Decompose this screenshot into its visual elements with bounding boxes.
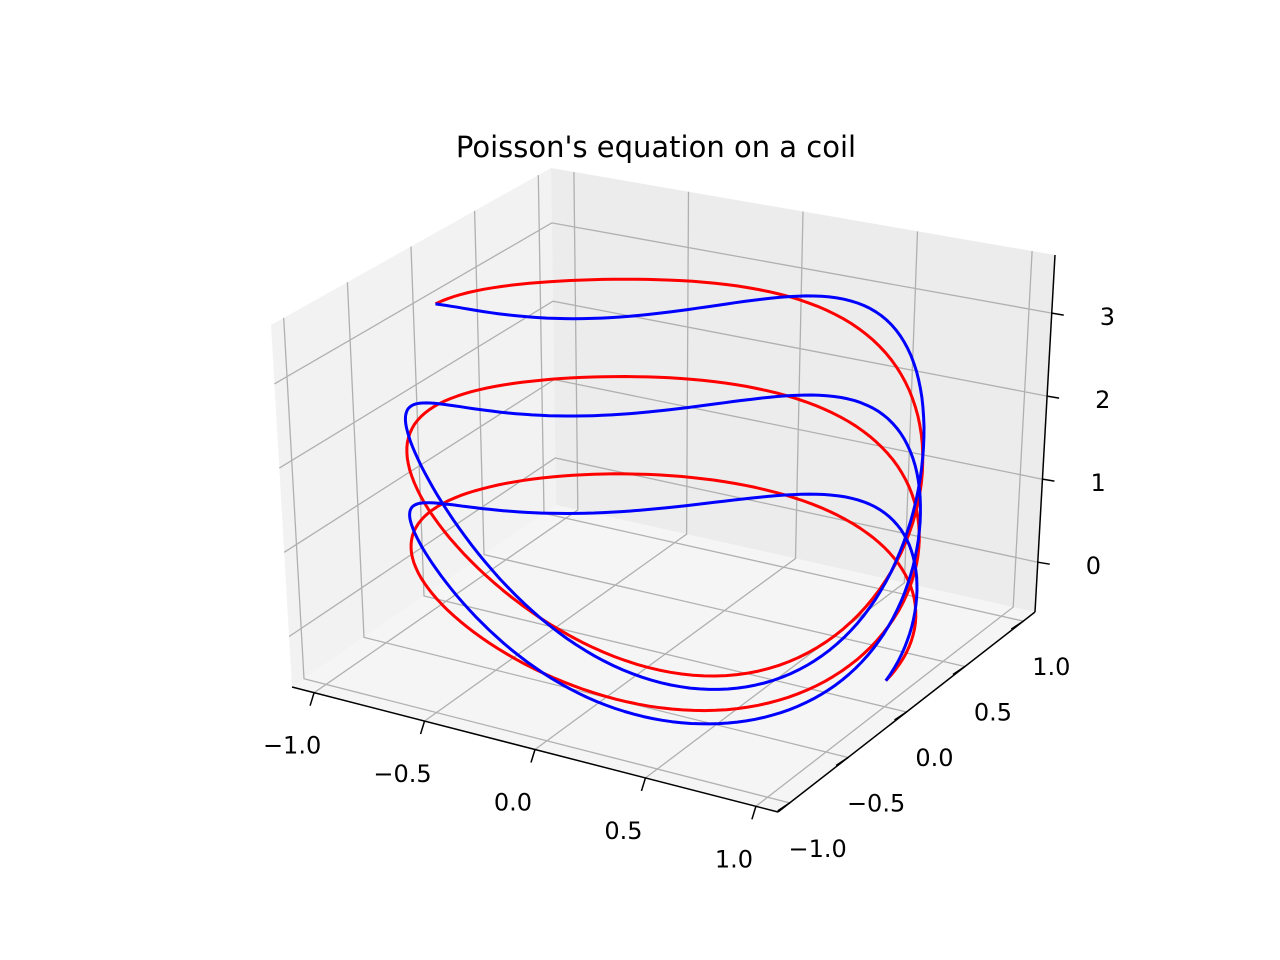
chart-title: Poisson's equation on a coil [456, 130, 856, 164]
y-tick-0 [777, 802, 791, 812]
x-tick-label-3: 0.5 [604, 817, 642, 845]
grid-line-y-0 [283, 317, 790, 804]
z-tick-label-0: 0 [1086, 552, 1101, 580]
axes-grid [274, 171, 1052, 807]
z-axis-line [1034, 254, 1056, 613]
x-tick-label-0: −1.0 [263, 732, 321, 760]
grid-line-x-4 [755, 250, 1033, 807]
x-tick-label-2: 0.0 [494, 789, 532, 817]
grid-line-z-3 [274, 222, 1052, 385]
y-tick-label-4: 1.0 [1032, 653, 1070, 681]
y-tick-1 [835, 756, 849, 767]
x-tick-1 [419, 720, 426, 735]
x-tick-2 [530, 749, 536, 763]
x-tick-4 [751, 806, 757, 820]
x-tick-label-4: 1.0 [715, 845, 753, 873]
y-tick-label-3: 0.5 [974, 699, 1012, 727]
z-tick-label-1: 1 [1090, 469, 1105, 497]
z-tick-label-3: 3 [1100, 303, 1115, 331]
grid-line-z-2 [278, 300, 1048, 469]
z-tick-label-2: 2 [1095, 386, 1110, 414]
grid-line-x-2 [534, 211, 804, 751]
plot-series [403, 277, 926, 726]
grid-line-x-0 [313, 171, 579, 694]
y-tick-label-0: −1.0 [789, 835, 847, 863]
x-tick-3 [640, 777, 647, 792]
y-tick-3 [952, 665, 966, 676]
z-tick-1 [1042, 478, 1055, 482]
z-tick-2 [1046, 395, 1060, 399]
grid-line-x-3 [645, 231, 919, 779]
grid-line-y-3 [473, 210, 966, 668]
z-tick-0 [1037, 561, 1050, 565]
x-tick-label-1: −0.5 [373, 760, 431, 788]
series-solution-line [403, 294, 926, 726]
grid-line-x-1 [424, 191, 690, 722]
y-tick-4 [1010, 620, 1024, 630]
x-tick-0 [309, 692, 315, 706]
y-tick-label-2: 0.0 [915, 744, 953, 772]
grid-line-y-1 [346, 282, 849, 759]
grid-line-z-0 [288, 457, 1038, 638]
y-tick-label-1: −0.5 [847, 789, 905, 817]
y-tick-2 [894, 711, 907, 721]
z-tick-3 [1051, 312, 1064, 316]
